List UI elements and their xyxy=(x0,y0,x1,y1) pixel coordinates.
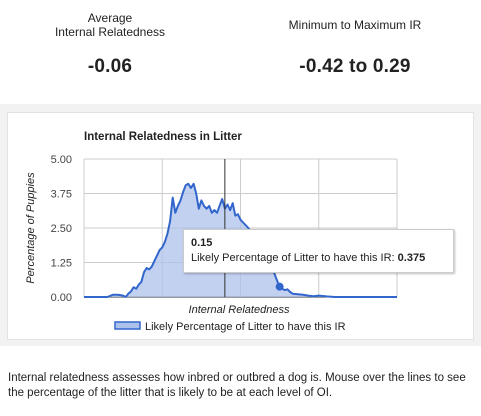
range-label: Minimum to Maximum IR xyxy=(288,18,422,32)
highlight-point[interactable] xyxy=(275,282,284,291)
tooltip-x-value: 0.15 xyxy=(191,237,213,249)
range-value: -0.42 to 0.29 xyxy=(299,56,411,77)
average-stat: Average Internal Relatedness -0.06 xyxy=(0,10,220,78)
average-label: Average Internal Relatedness xyxy=(54,11,166,39)
legend[interactable]: Likely Percentage of Litter to have this… xyxy=(114,321,346,333)
y-tick-labels: 0.00 1.25 2.50 3.75 5.00 xyxy=(51,154,72,304)
range-stat: Minimum to Maximum IR -0.42 to 0.29 xyxy=(230,10,480,78)
average-value: -0.06 xyxy=(87,56,133,77)
y-axis-label: Percentage of Puppies xyxy=(25,172,37,284)
description-text: Internal relatedness assesses how inbred… xyxy=(8,372,466,399)
tooltip-series-label: Likely Percentage of Litter to have this… xyxy=(191,252,395,264)
y-tick-label: 2.50 xyxy=(51,223,72,235)
tooltip-series-line: Likely Percentage of Litter to have this… xyxy=(191,252,425,264)
y-tick-label: 5.00 xyxy=(51,154,72,166)
y-tick-label: 3.75 xyxy=(51,189,72,201)
y-tick-label: 1.25 xyxy=(51,258,72,270)
legend-swatch xyxy=(114,321,141,330)
tooltip-y-value: 0.375 xyxy=(397,252,426,264)
x-axis-label: Internal Relatedness xyxy=(189,304,290,316)
y-tick-label: 0.00 xyxy=(51,292,72,304)
stats-panel: Average Internal Relatedness -0.06 Minim… xyxy=(0,0,481,104)
legend-label: Likely Percentage of Litter to have this… xyxy=(145,321,346,333)
chart-title: Internal Relatedness in Litter xyxy=(84,131,242,143)
tooltip: 0.15 Likely Percentage of Litter to have… xyxy=(183,229,454,273)
